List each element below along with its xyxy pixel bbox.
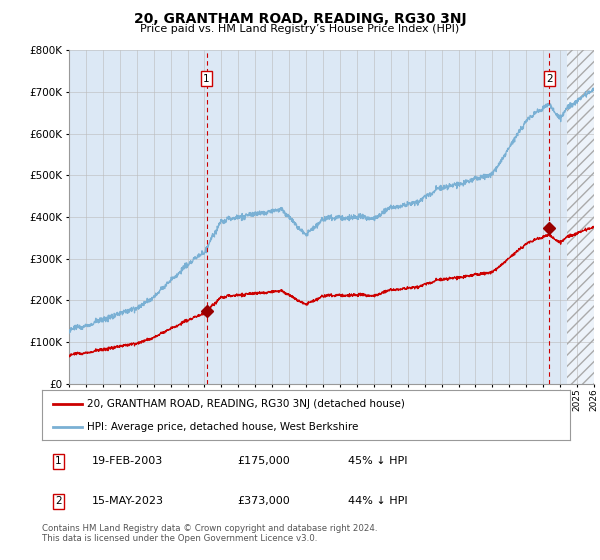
Text: 2: 2	[546, 74, 553, 84]
Text: HPI: Average price, detached house, West Berkshire: HPI: Average price, detached house, West…	[87, 422, 358, 432]
Text: 44% ↓ HPI: 44% ↓ HPI	[348, 496, 408, 506]
Text: 1: 1	[55, 456, 62, 466]
Text: £373,000: £373,000	[238, 496, 290, 506]
Text: 19-FEB-2003: 19-FEB-2003	[92, 456, 163, 466]
Text: £175,000: £175,000	[238, 456, 290, 466]
Text: Price paid vs. HM Land Registry’s House Price Index (HPI): Price paid vs. HM Land Registry’s House …	[140, 24, 460, 34]
Text: 15-MAY-2023: 15-MAY-2023	[92, 496, 164, 506]
Text: 20, GRANTHAM ROAD, READING, RG30 3NJ (detached house): 20, GRANTHAM ROAD, READING, RG30 3NJ (de…	[87, 399, 405, 409]
Text: 20, GRANTHAM ROAD, READING, RG30 3NJ: 20, GRANTHAM ROAD, READING, RG30 3NJ	[134, 12, 466, 26]
Text: 2: 2	[55, 496, 62, 506]
Bar	[567, 50, 594, 384]
Text: 1: 1	[203, 74, 210, 84]
Text: 45% ↓ HPI: 45% ↓ HPI	[348, 456, 408, 466]
Bar	[567, 50, 594, 384]
Text: Contains HM Land Registry data © Crown copyright and database right 2024.
This d: Contains HM Land Registry data © Crown c…	[42, 524, 377, 543]
